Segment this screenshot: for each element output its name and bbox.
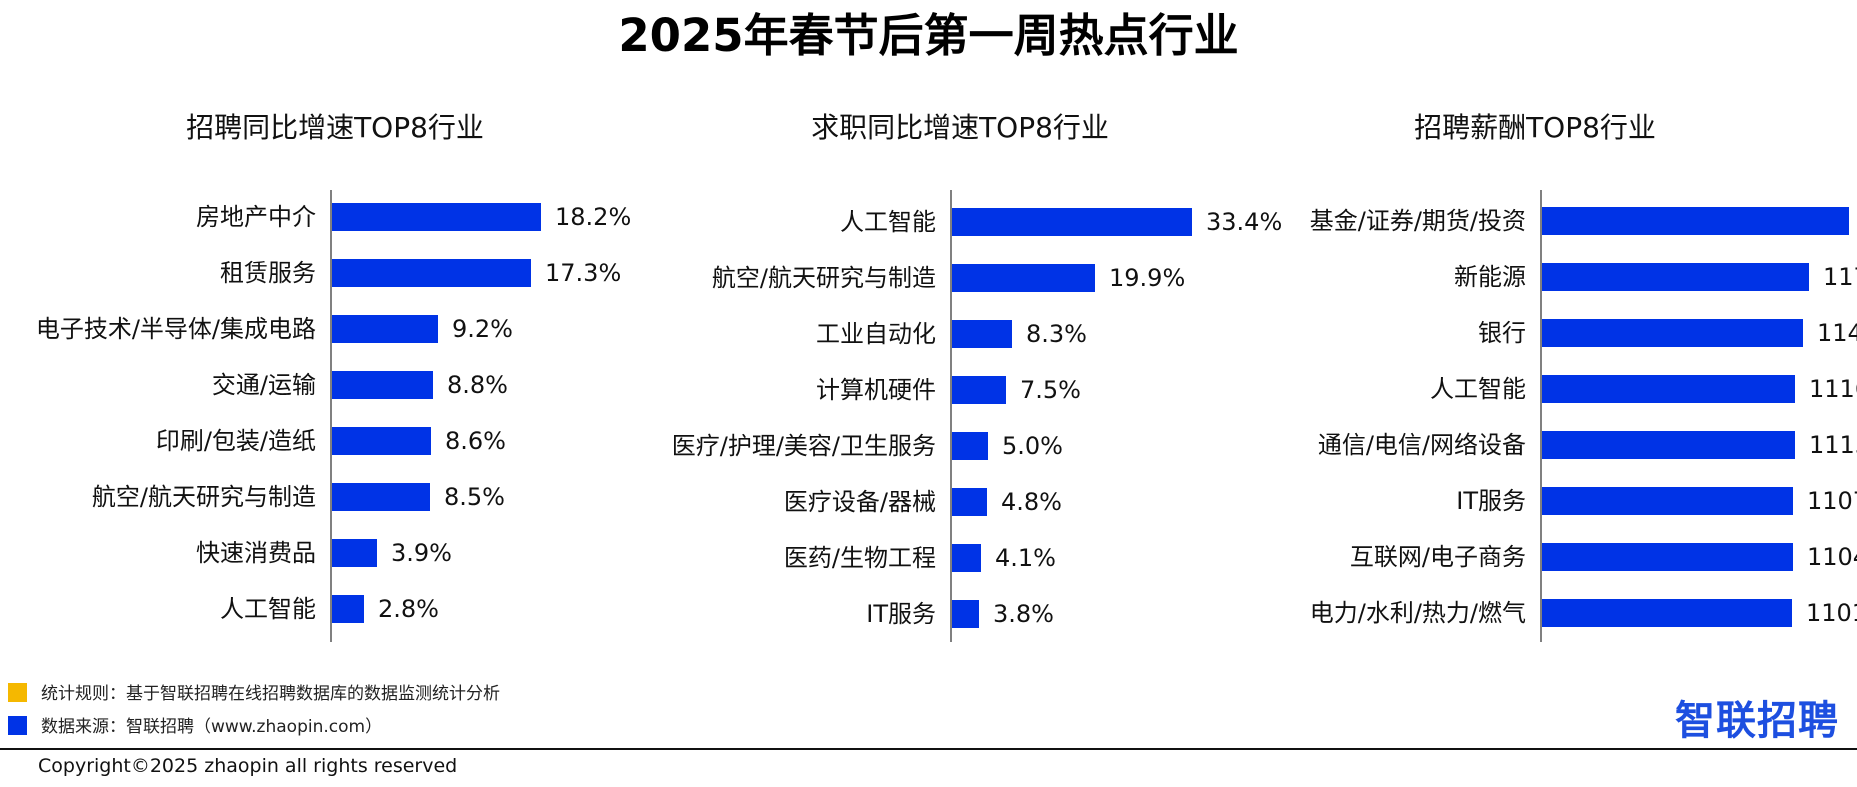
bar [952,264,1095,292]
value-label: 11165 [1809,375,1857,403]
bar [952,488,987,516]
category-label: 航空/航天研究与制造 [91,483,316,511]
category-label: 工业自动化 [816,320,936,348]
category-label: 人工智能 [1430,375,1526,403]
category-label: IT服务 [866,600,936,628]
category-label: 租赁服务 [220,259,316,287]
value-label: 7.5% [1020,376,1081,404]
value-label: 11072 [1807,487,1857,515]
y-axis-line [950,190,952,642]
stat-rule-text: 统计规则：基于智联招聘在线招聘数据库的数据监测统计分析 [41,684,500,704]
bar [952,376,1006,404]
category-label: 交通/运输 [211,371,316,399]
data-source-text: 数据来源：智联招聘（www.zhaopin.com） [41,717,383,737]
category-label: 人工智能 [840,208,936,236]
blue-square-icon [8,716,27,735]
bar [332,427,431,455]
value-label: 5.0% [1002,432,1063,460]
bar [1542,263,1809,291]
category-label: 计算机硬件 [816,376,936,404]
zhaopin-logo: 智联招聘 [1675,698,1839,744]
bar [332,259,531,287]
bar [1542,487,1793,515]
category-label: 电子技术/半导体/集成电路 [35,315,316,343]
category-label: 通信/电信/网络设备 [1317,431,1526,459]
bar [332,203,541,231]
bar [1542,319,1803,347]
yellow-square-icon [8,683,27,702]
bar [332,539,377,567]
bar [332,371,433,399]
category-label: 房地产中介 [196,203,316,231]
value-label: 17.3% [545,259,622,287]
bar [1542,375,1795,403]
stat-rule-note: 统计规则：基于智联招聘在线招聘数据库的数据监测统计分析 [8,683,500,705]
category-label: 快速消费品 [196,539,316,567]
category-label: 医疗设备/器械 [783,488,936,516]
value-label: 8.8% [447,371,508,399]
bar [952,600,979,628]
value-label: 11137 [1809,431,1857,459]
bar [952,544,981,572]
bar [332,315,438,343]
chart-title: 求职同比增速TOP8行业 [811,111,1109,144]
bar [1542,543,1793,571]
value-label: 11047 [1807,543,1857,571]
value-label: 4.1% [995,544,1056,572]
category-label: 电力/水利/热力/燃气 [1309,599,1526,627]
page-title: 2025年春节后第一周热点行业 [618,9,1239,62]
value-label: 8.6% [445,427,506,455]
chart-title: 招聘薪酬TOP8行业 [1414,111,1656,144]
value-label: 11747 [1823,263,1857,291]
data-source-note: 数据来源：智联招聘（www.zhaopin.com） [8,716,382,738]
bar [1542,599,1792,627]
category-label: 航空/航天研究与制造 [711,264,936,292]
category-label: 印刷/包装/造纸 [155,427,316,455]
chart-title: 招聘同比增速TOP8行业 [186,111,484,144]
category-label: 医疗/护理/美容/卫生服务 [671,432,936,460]
y-axis-line [1540,190,1542,642]
category-label: 互联网/电子商务 [1349,543,1526,571]
bar [1542,207,1849,235]
category-label: IT服务 [1456,487,1526,515]
value-label: 8.3% [1026,320,1087,348]
category-label: 新能源 [1454,263,1526,291]
y-axis-line [330,190,332,642]
value-label: 8.5% [444,483,505,511]
value-label: 11495 [1817,319,1857,347]
footer-divider [0,748,1857,750]
bar [952,432,988,460]
category-label: 基金/证券/期货/投资 [1309,207,1526,235]
bar [952,208,1192,236]
bar [1542,431,1795,459]
bar [332,483,430,511]
category-label: 医药/生物工程 [783,544,936,572]
value-label: 11016 [1806,599,1857,627]
value-label: 3.9% [391,539,452,567]
value-label: 2.8% [378,595,439,623]
value-label: 4.8% [1001,488,1062,516]
value-label: 19.9% [1109,264,1186,292]
value-label: 9.2% [452,315,513,343]
bar [332,595,364,623]
category-label: 人工智能 [220,595,316,623]
bar [952,320,1012,348]
value-label: 3.8% [993,600,1054,628]
copyright-text: Copyright©2025 zhaopin all rights reserv… [38,755,458,777]
value-label: 33.4% [1206,208,1283,236]
value-label: 18.2% [555,203,632,231]
category-label: 银行 [1478,319,1526,347]
